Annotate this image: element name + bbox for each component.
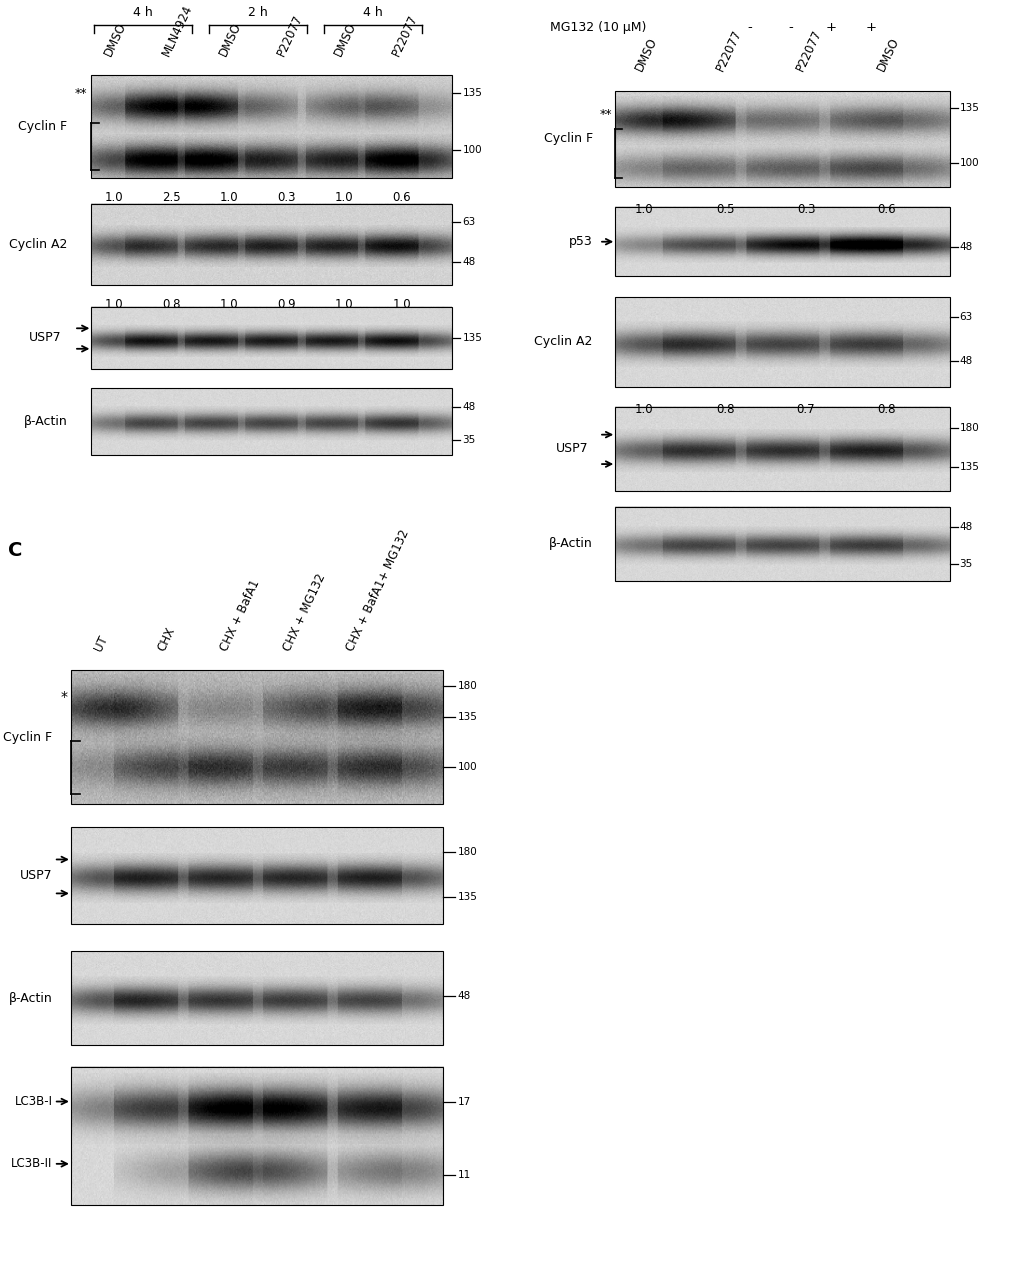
Text: 48: 48 [959, 522, 972, 533]
Text: USP7: USP7 [20, 869, 53, 883]
Text: 48: 48 [462, 401, 475, 412]
Bar [70, 952, 443, 1045]
Text: P22077: P22077 [389, 13, 420, 59]
Text: 0.5: 0.5 [715, 203, 734, 215]
Text: 35: 35 [959, 559, 972, 569]
Text: 1.0: 1.0 [334, 298, 353, 311]
Text: 1.0: 1.0 [219, 298, 238, 311]
Text: CHX: CHX [155, 626, 177, 654]
Text: 135: 135 [959, 462, 978, 473]
Text: 135: 135 [457, 892, 477, 902]
Text: 1.0: 1.0 [105, 191, 123, 204]
Text: 48: 48 [457, 991, 470, 1001]
Text: 180: 180 [457, 682, 477, 692]
Text: 100: 100 [457, 762, 477, 772]
Text: 1.0: 1.0 [334, 191, 353, 204]
Text: +: + [865, 20, 875, 33]
Text: LC3B-I: LC3B-I [14, 1096, 53, 1108]
Text: 63: 63 [462, 217, 475, 227]
Bar [614, 90, 949, 186]
Text: 100: 100 [462, 145, 482, 155]
Text: CHX + BafA1+ MG132: CHX + BafA1+ MG132 [343, 527, 412, 654]
Text: 0.9: 0.9 [277, 298, 296, 311]
Bar [614, 406, 949, 490]
Text: 180: 180 [959, 423, 978, 433]
Text: β-Actin: β-Actin [9, 991, 53, 1004]
Bar [614, 297, 949, 386]
Text: UT: UT [92, 633, 110, 654]
Text: 48: 48 [959, 357, 972, 367]
Text: 1.0: 1.0 [635, 203, 653, 215]
Text: 135: 135 [959, 103, 978, 113]
Text: 2.5: 2.5 [162, 191, 180, 204]
Text: Cyclin A2: Cyclin A2 [534, 335, 592, 348]
Text: -: - [747, 20, 752, 33]
Text: Cyclin F: Cyclin F [3, 731, 53, 744]
Text: 135: 135 [457, 712, 477, 722]
Text: 100: 100 [959, 158, 978, 168]
Text: Cyclin A2: Cyclin A2 [9, 238, 67, 251]
Text: P22077: P22077 [712, 28, 743, 74]
Text: 17: 17 [457, 1097, 470, 1107]
Bar [614, 206, 949, 276]
Text: 0.6: 0.6 [392, 191, 411, 204]
Text: C: C [7, 541, 21, 559]
Text: 180: 180 [457, 847, 477, 856]
Text: **: ** [599, 108, 611, 121]
Bar [92, 204, 451, 285]
Text: 135: 135 [462, 88, 482, 98]
Text: DMSO: DMSO [102, 20, 129, 59]
Text: 1.0: 1.0 [219, 191, 238, 204]
Text: 0.8: 0.8 [715, 403, 734, 415]
Text: +: + [824, 20, 836, 33]
Text: USP7: USP7 [29, 331, 61, 344]
Text: 63: 63 [959, 312, 972, 321]
Text: DMSO: DMSO [217, 20, 244, 59]
Text: β-Actin: β-Actin [548, 538, 592, 550]
Text: 0.3: 0.3 [796, 203, 814, 215]
Bar [92, 387, 451, 455]
Text: USP7: USP7 [555, 442, 588, 455]
Text: 4 h: 4 h [132, 6, 153, 19]
Text: CHX + BafA1: CHX + BafA1 [218, 578, 262, 654]
Text: 2 h: 2 h [248, 6, 267, 19]
Text: β-Actin: β-Actin [23, 415, 67, 428]
Text: 48: 48 [462, 257, 475, 268]
Text: 0.8: 0.8 [876, 403, 895, 415]
Text: P22077: P22077 [274, 13, 305, 59]
Text: P22077: P22077 [794, 28, 824, 74]
Text: 0.8: 0.8 [162, 298, 180, 311]
Text: Cyclin F: Cyclin F [543, 132, 592, 145]
Bar [614, 507, 949, 581]
Text: 1.0: 1.0 [105, 298, 123, 311]
Text: 1.0: 1.0 [392, 298, 411, 311]
Bar [70, 670, 443, 804]
Text: DMSO: DMSO [332, 20, 359, 59]
Text: DMSO: DMSO [632, 36, 659, 74]
Text: 35: 35 [462, 434, 475, 445]
Text: LC3B-II: LC3B-II [11, 1157, 53, 1171]
Text: 1.0: 1.0 [635, 403, 653, 415]
Text: **: ** [75, 88, 88, 101]
Text: 0.3: 0.3 [277, 191, 296, 204]
Text: 0.7: 0.7 [796, 403, 814, 415]
Text: 11: 11 [457, 1170, 470, 1180]
Text: CHX + MG132: CHX + MG132 [281, 572, 328, 654]
Text: 0.6: 0.6 [876, 203, 896, 215]
Text: Cyclin F: Cyclin F [18, 120, 67, 132]
Text: DMSO: DMSO [874, 36, 901, 74]
Text: MLN4924: MLN4924 [159, 3, 195, 59]
Text: 48: 48 [959, 242, 972, 252]
Bar [92, 75, 451, 177]
Text: 4 h: 4 h [363, 6, 382, 19]
Text: p53: p53 [569, 236, 592, 248]
Text: 135: 135 [462, 333, 482, 343]
Bar [70, 1066, 443, 1205]
Text: *: * [61, 691, 68, 705]
Bar [92, 307, 451, 368]
Bar [70, 828, 443, 925]
Text: MG132 (10 μM): MG132 (10 μM) [549, 20, 646, 33]
Text: -: - [787, 20, 792, 33]
